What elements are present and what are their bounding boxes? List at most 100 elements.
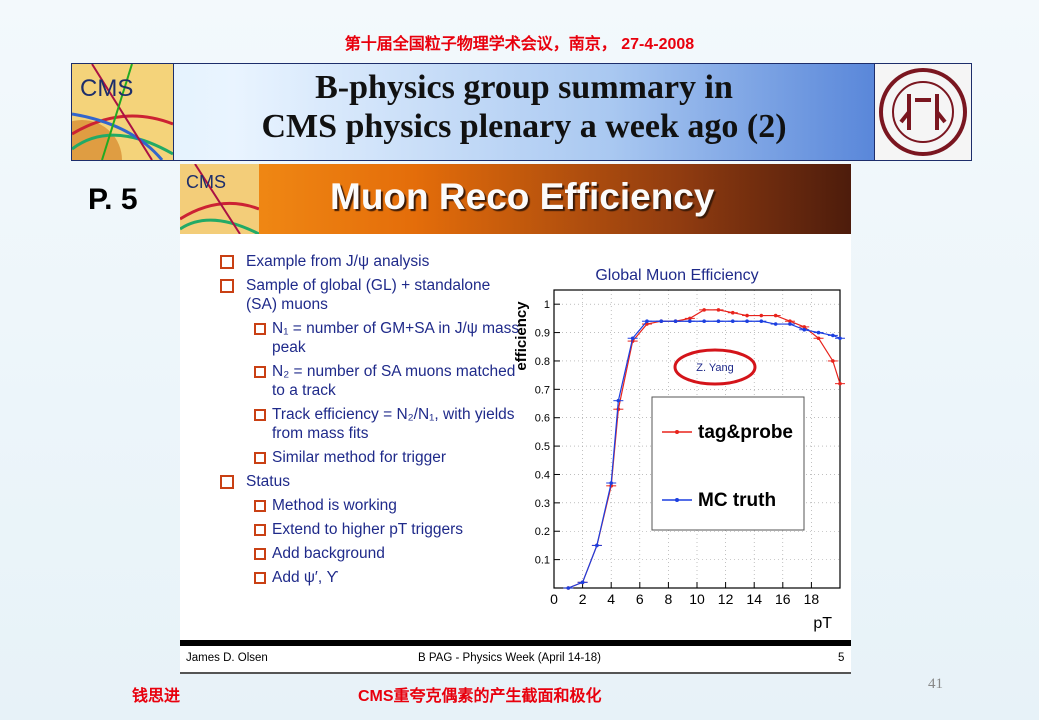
slide-footer-author: James D. Olsen [186, 652, 268, 664]
sub-bullet-item: Add ψ′, ϒ [220, 568, 520, 587]
annotation-label: Z. Yang [696, 362, 734, 374]
data-point [566, 586, 571, 590]
chart-legend: tag&probe MC truth [651, 396, 805, 531]
data-point [816, 330, 821, 335]
cms-logo-icon: CMS [72, 64, 173, 160]
slide-number: 41 [928, 676, 943, 692]
data-point [730, 319, 735, 324]
data-point [688, 319, 692, 324]
bullet-item: Sample of global (GL) + standalone (SA) … [220, 276, 520, 314]
data-point [595, 543, 599, 548]
legend-marker [675, 498, 679, 502]
data-point [730, 310, 735, 315]
presenter-name: 钱思进 [132, 688, 181, 705]
y-tick-label: 0.9 [535, 328, 550, 340]
data-point [716, 319, 721, 324]
x-tick-label: 0 [550, 591, 558, 607]
slide-footer-meeting: B PAG - Physics Week (April 14-18) [418, 652, 601, 664]
sub-bullet-item: Method is working [220, 496, 520, 515]
sub-bullet-item: Track efficiency = N₂/N₁, with yields fr… [220, 405, 520, 443]
data-point [702, 308, 706, 312]
data-point [688, 316, 692, 321]
data-point [788, 322, 792, 326]
x-tick-label: 8 [665, 591, 673, 607]
bottom-rule [180, 672, 851, 674]
slide-cms-logo: CMS [180, 164, 259, 234]
data-point [802, 325, 807, 329]
bullet-list: Example from J/ψ analysis Sample of glob… [220, 252, 520, 592]
x-tick-label: 18 [804, 591, 820, 607]
talk-topic: CMS重夸克偶素的产生截面和极化 [358, 688, 602, 705]
data-point [630, 336, 635, 341]
data-point [831, 359, 835, 363]
y-tick-label: 0.1 [535, 555, 550, 567]
y-tick-label: 0.6 [535, 413, 550, 425]
data-point [745, 319, 749, 324]
slide-title: Muon Reco Efficiency [330, 176, 715, 217]
x-tick-label: 6 [636, 591, 644, 607]
legend-marker [675, 430, 679, 434]
y-tick-label: 0.2 [535, 526, 550, 538]
data-point [716, 308, 721, 312]
y-tick-label: 0.5 [535, 441, 550, 453]
data-point [816, 336, 821, 341]
pku-logo [874, 64, 971, 160]
y-tick-label: 0.7 [535, 384, 550, 396]
annotation-circle [673, 348, 757, 386]
slide-footer-page: 5 [838, 652, 845, 664]
data-point [802, 327, 807, 332]
data-point [773, 313, 778, 318]
y-tick-label: 0.3 [535, 498, 550, 510]
x-tick-label: 12 [718, 591, 734, 607]
data-point [788, 319, 792, 324]
x-axis-label: pT [813, 615, 832, 632]
data-point [745, 313, 749, 318]
data-point [659, 319, 664, 324]
page-label: P. 5 [88, 183, 138, 216]
data-point [702, 319, 706, 324]
title-bar: CMS B-physics group summary in CMS physi… [71, 63, 972, 161]
x-tick-label: 10 [689, 591, 705, 607]
sub-bullet-item: Extend to higher pT triggers [220, 520, 520, 539]
title-line-2: CMS physics plenary a week ago (2) [261, 108, 787, 145]
x-tick-label: 4 [607, 591, 615, 607]
embedded-slide: CMS Muon Reco Efficiency Example from J/… [180, 164, 851, 672]
y-tick-label: 0.8 [535, 356, 550, 368]
legend-box [651, 396, 805, 531]
page-title: B-physics group summary in CMS physics p… [173, 68, 875, 146]
data-point [759, 319, 764, 324]
bullet-item-status: Status [220, 472, 520, 491]
data-point [609, 481, 613, 485]
y-axis-label: efficiency [513, 301, 530, 371]
y-tick-label: 1 [544, 299, 550, 311]
chart-title: Global Muon Efficiency [595, 267, 758, 284]
x-tick-label: 16 [775, 591, 791, 607]
university-seal-icon [879, 68, 967, 156]
data-point [759, 313, 764, 318]
svg-text:CMS: CMS [80, 75, 133, 102]
cms-logo-icon: CMS [180, 164, 259, 234]
y-tick-label: 0.4 [535, 469, 550, 481]
data-point [673, 319, 678, 324]
bullet-item: Example from J/ψ analysis [220, 252, 520, 271]
data-point [580, 580, 585, 585]
sub-bullet-item: Similar method for trigger [220, 448, 520, 467]
conference-header: 第十届全国粒子物理学术会议，南京， 27-4-2008 [344, 36, 695, 53]
data-point [616, 398, 621, 403]
sub-bullet-item: N₂ = number of SA muons matched to a tra… [220, 362, 520, 400]
data-point [838, 381, 842, 386]
data-point [645, 319, 649, 324]
data-point [838, 336, 842, 341]
title-line-1: B-physics group summary in [315, 69, 733, 106]
svg-text:CMS: CMS [186, 172, 226, 192]
efficiency-chart: Global Muon Efficiency efficiency pT 0 2 4… [513, 267, 845, 632]
slide-footer-rule [180, 640, 851, 646]
cms-logo: CMS [72, 64, 174, 160]
data-point [831, 333, 835, 338]
legend-label-tag-probe: tag&probe [698, 422, 793, 443]
x-tick-label: 14 [746, 591, 762, 607]
chart-series [563, 308, 845, 590]
sub-bullet-item: N₁ = number of GM+SA in J/ψ mass peak [220, 319, 520, 357]
chart-ticks: 0 2 4 6 8 10 12 14 16 18 0.1 0.2 0.3 0.4 0.5 0.6 0.7 0.8 0… [535, 299, 820, 607]
data-point [773, 322, 778, 326]
